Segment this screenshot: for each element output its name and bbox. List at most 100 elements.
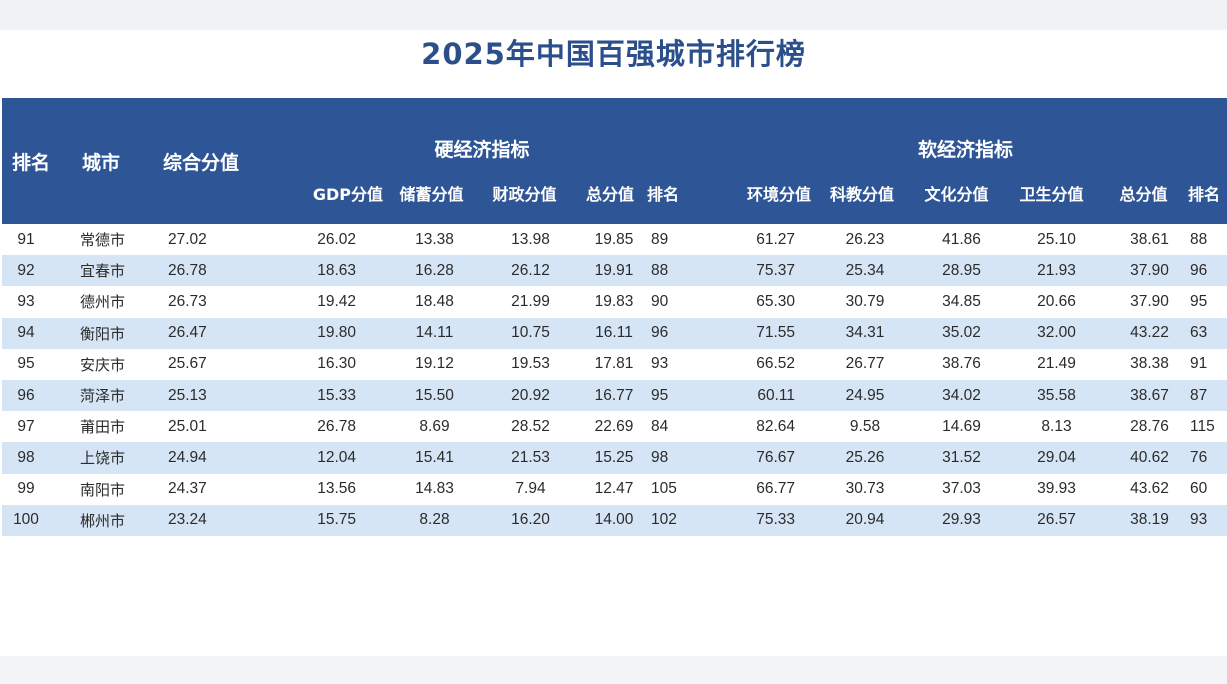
cell-soft-rank: 88 xyxy=(1188,224,1227,256)
cell-savings: 8.69 xyxy=(387,411,476,443)
cell-composite: 26.73 xyxy=(142,286,260,318)
cell-env: 60.11 xyxy=(704,379,816,412)
cell-savings: 14.11 xyxy=(387,317,476,349)
table-row: 91 常德市 27.02 26.02 13.38 13.98 19.85 89 61.27 26.… xyxy=(2,224,1227,256)
cell-env: 75.37 xyxy=(704,255,816,287)
cell-edu: 30.73 xyxy=(815,473,910,505)
cell-edu: 26.23 xyxy=(815,224,910,256)
cell-edu: 20.94 xyxy=(815,504,910,536)
cell-soft-total: 40.62 xyxy=(1099,442,1189,474)
cell-hard-rank: 88 xyxy=(647,255,705,287)
cell-health: 21.49 xyxy=(1004,348,1100,380)
cell-hard-total: 19.91 xyxy=(573,255,647,287)
cell-gdp: 26.78 xyxy=(260,411,387,443)
cell-city: 菏泽市 xyxy=(60,379,142,412)
cell-culture: 38.76 xyxy=(909,348,1005,380)
cell-soft-rank: 60 xyxy=(1188,473,1227,505)
cell-soft-total: 37.90 xyxy=(1099,255,1189,287)
header-hard-rank: 排名 xyxy=(647,185,680,204)
cell-health: 29.04 xyxy=(1004,442,1100,474)
cell-gdp: 15.33 xyxy=(260,379,387,412)
cell-city: 安庆市 xyxy=(60,348,142,380)
cell-rank: 98 xyxy=(2,442,60,474)
cell-soft-rank: 96 xyxy=(1188,255,1227,287)
table-body: 91 常德市 27.02 26.02 13.38 13.98 19.85 89 61.27 26.… xyxy=(2,224,1227,536)
cell-fiscal: 21.53 xyxy=(476,442,573,474)
header-city: 城市 xyxy=(81,151,120,174)
cell-soft-total: 38.67 xyxy=(1099,379,1189,412)
cell-culture: 37.03 xyxy=(909,473,1005,505)
header-culture: 文化分值 xyxy=(924,185,989,204)
top-band xyxy=(0,0,1227,30)
header-group-row: 排名 城市 综合分值 硬经济指标 软经济指标 xyxy=(2,98,1227,174)
cell-composite: 26.47 xyxy=(142,317,260,349)
cell-gdp: 15.75 xyxy=(260,504,387,536)
cell-composite: 25.13 xyxy=(142,379,260,412)
cell-soft-rank: 115 xyxy=(1188,411,1227,443)
cell-rank: 97 xyxy=(2,411,60,443)
cell-hard-rank: 102 xyxy=(647,504,705,536)
table-row: 97 莆田市 25.01 26.78 8.69 28.52 22.69 84 82.64 9.58… xyxy=(2,411,1227,443)
cell-soft-total: 43.22 xyxy=(1099,317,1189,349)
table-row: 93 德州市 26.73 19.42 18.48 21.99 19.83 90 65.30 30.… xyxy=(2,286,1227,318)
cell-hard-rank: 84 xyxy=(647,411,705,443)
cell-gdp: 26.02 xyxy=(260,224,387,256)
cell-edu: 34.31 xyxy=(815,317,910,349)
cell-city: 常德市 xyxy=(60,224,142,256)
cell-soft-total: 37.90 xyxy=(1099,286,1189,318)
cell-fiscal: 13.98 xyxy=(476,224,573,256)
cell-health: 39.93 xyxy=(1004,473,1100,505)
cell-hard-total: 19.83 xyxy=(573,286,647,318)
table-header: 排名 城市 综合分值 硬经济指标 软经济指标 GDP分值 储蓄分值 财政分值 总… xyxy=(2,98,1227,224)
cell-hard-total: 19.85 xyxy=(573,224,647,256)
cell-city: 郴州市 xyxy=(60,504,142,536)
cell-gdp: 18.63 xyxy=(260,255,387,287)
cell-soft-total: 38.38 xyxy=(1099,348,1189,380)
cell-health: 25.10 xyxy=(1004,224,1100,256)
cell-rank: 95 xyxy=(2,348,60,380)
cell-savings: 8.28 xyxy=(387,504,476,536)
table-row: 96 菏泽市 25.13 15.33 15.50 20.92 16.77 95 60.11 24.… xyxy=(2,379,1227,412)
cell-composite: 26.78 xyxy=(142,255,260,287)
cell-fiscal: 10.75 xyxy=(476,317,573,349)
cell-fiscal: 21.99 xyxy=(476,286,573,318)
cell-gdp: 16.30 xyxy=(260,348,387,380)
cell-hard-total: 14.00 xyxy=(573,504,647,536)
cell-env: 82.64 xyxy=(704,411,816,443)
cell-env: 65.30 xyxy=(704,286,816,318)
cell-soft-rank: 87 xyxy=(1188,379,1227,412)
table-row: 98 上饶市 24.94 12.04 15.41 21.53 15.25 98 76.67 25.… xyxy=(2,442,1227,474)
cell-composite: 23.24 xyxy=(142,504,260,536)
cell-soft-rank: 91 xyxy=(1188,348,1227,380)
cell-composite: 24.94 xyxy=(142,442,260,474)
header-edu: 科教分值 xyxy=(830,185,895,204)
cell-hard-rank: 93 xyxy=(647,348,705,380)
cell-health: 26.57 xyxy=(1004,504,1100,536)
cell-hard-total: 12.47 xyxy=(573,473,647,505)
cell-hard-rank: 98 xyxy=(647,442,705,474)
table-row: 94 衡阳市 26.47 19.80 14.11 10.75 16.11 96 71.55 34.… xyxy=(2,317,1227,349)
cell-savings: 19.12 xyxy=(387,348,476,380)
cell-rank: 91 xyxy=(2,224,60,256)
table-row: 99 南阳市 24.37 13.56 14.83 7.94 12.47 105 66.77 30.… xyxy=(2,473,1227,505)
cell-hard-total: 17.81 xyxy=(573,348,647,380)
cell-soft-total: 43.62 xyxy=(1099,473,1189,505)
header-gdp: GDP分值 xyxy=(312,185,383,204)
cell-culture: 35.02 xyxy=(909,317,1005,349)
cell-culture: 41.86 xyxy=(909,224,1005,256)
header-rank: 排名 xyxy=(11,151,50,174)
cell-gdp: 19.42 xyxy=(260,286,387,318)
cell-edu: 30.79 xyxy=(815,286,910,318)
cell-city: 上饶市 xyxy=(60,442,142,474)
cell-fiscal: 16.20 xyxy=(476,504,573,536)
cell-gdp: 19.80 xyxy=(260,317,387,349)
cell-fiscal: 19.53 xyxy=(476,348,573,380)
cell-city: 衡阳市 xyxy=(60,317,142,349)
cell-city: 莆田市 xyxy=(60,411,142,443)
cell-health: 20.66 xyxy=(1004,286,1100,318)
header-soft-total: 总分值 xyxy=(1119,185,1168,204)
cell-culture: 34.85 xyxy=(909,286,1005,318)
cell-composite: 25.01 xyxy=(142,411,260,443)
cell-edu: 24.95 xyxy=(815,379,910,412)
cell-hard-rank: 96 xyxy=(647,317,705,349)
